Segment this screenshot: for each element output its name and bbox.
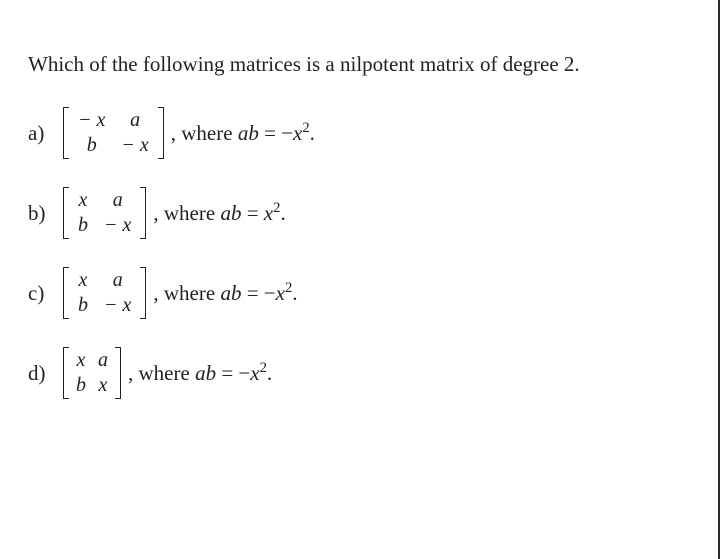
left-bracket-icon: [60, 347, 70, 399]
cond-lhs: ab: [238, 121, 259, 145]
right-bracket-icon: [114, 347, 124, 399]
option-c: c) x b a − x , where ab = −x2.: [28, 267, 690, 319]
cond-pre: , where: [153, 281, 220, 305]
cond-pre: , where: [153, 201, 220, 225]
option-b-condition: , where ab = x2.: [153, 201, 285, 226]
cond-sign: −: [264, 281, 276, 305]
left-bracket-icon: [60, 187, 70, 239]
cond-var: x: [276, 281, 285, 305]
cond-exp: 2: [302, 120, 309, 136]
cond-eq: =: [216, 361, 238, 385]
option-d-label: d): [28, 361, 58, 386]
right-bracket-icon: [139, 267, 149, 319]
option-a: a) − x b a − x , where ab = −x2.: [28, 107, 690, 159]
option-d-condition: , where ab = −x2.: [128, 361, 272, 386]
cond-lhs: ab: [220, 281, 241, 305]
matrix-cell: x: [79, 268, 88, 293]
matrix-cell: b: [76, 373, 86, 398]
matrix-cell: b: [78, 293, 88, 318]
option-a-label: a): [28, 121, 58, 146]
option-b-label: b): [28, 201, 58, 226]
matrix-cell: − x: [121, 133, 148, 158]
matrix-cell: a: [113, 268, 123, 293]
left-bracket-icon: [60, 267, 70, 319]
matrix-cell: − x: [104, 293, 131, 318]
page: Which of the following matrices is a nil…: [0, 0, 720, 559]
matrix-cell: x: [99, 373, 108, 398]
cond-lhs: ab: [195, 361, 216, 385]
option-c-matrix: x b a − x: [60, 267, 149, 319]
question-text: Which of the following matrices is a nil…: [28, 52, 690, 77]
option-c-label: c): [28, 281, 58, 306]
matrix-cell: a: [98, 348, 108, 373]
cond-post: .: [310, 121, 315, 145]
cond-var: x: [250, 361, 259, 385]
option-b-matrix: x b a − x: [60, 187, 149, 239]
right-bracket-icon: [157, 107, 167, 159]
option-d-matrix: x b a x: [60, 347, 124, 399]
option-d: d) x b a x , where ab = −x2.: [28, 347, 690, 399]
left-bracket-icon: [60, 107, 70, 159]
option-c-condition: , where ab = −x2.: [153, 281, 297, 306]
matrix-cell: b: [78, 213, 88, 238]
option-b: b) x b a − x , where ab = x2.: [28, 187, 690, 239]
matrix-cell: x: [79, 188, 88, 213]
cond-exp: 2: [260, 360, 267, 376]
cond-pre: , where: [128, 361, 195, 385]
matrix-cell: a: [113, 188, 123, 213]
matrix-cell: − x: [104, 213, 131, 238]
cond-sign: −: [238, 361, 250, 385]
cond-post: .: [292, 281, 297, 305]
matrix-cell: b: [87, 133, 97, 158]
right-bracket-icon: [139, 187, 149, 239]
cond-var: x: [264, 201, 273, 225]
option-a-matrix: − x b a − x: [60, 107, 167, 159]
cond-eq: =: [241, 201, 263, 225]
matrix-cell: a: [130, 108, 140, 133]
cond-lhs: ab: [220, 201, 241, 225]
matrix-cell: x: [77, 348, 86, 373]
cond-post: .: [267, 361, 272, 385]
cond-eq: =: [259, 121, 281, 145]
cond-sign: −: [281, 121, 293, 145]
cond-post: .: [280, 201, 285, 225]
option-a-condition: , where ab = −x2.: [171, 121, 315, 146]
cond-var: x: [293, 121, 302, 145]
cond-eq: =: [241, 281, 263, 305]
cond-pre: , where: [171, 121, 238, 145]
matrix-cell: − x: [78, 108, 105, 133]
